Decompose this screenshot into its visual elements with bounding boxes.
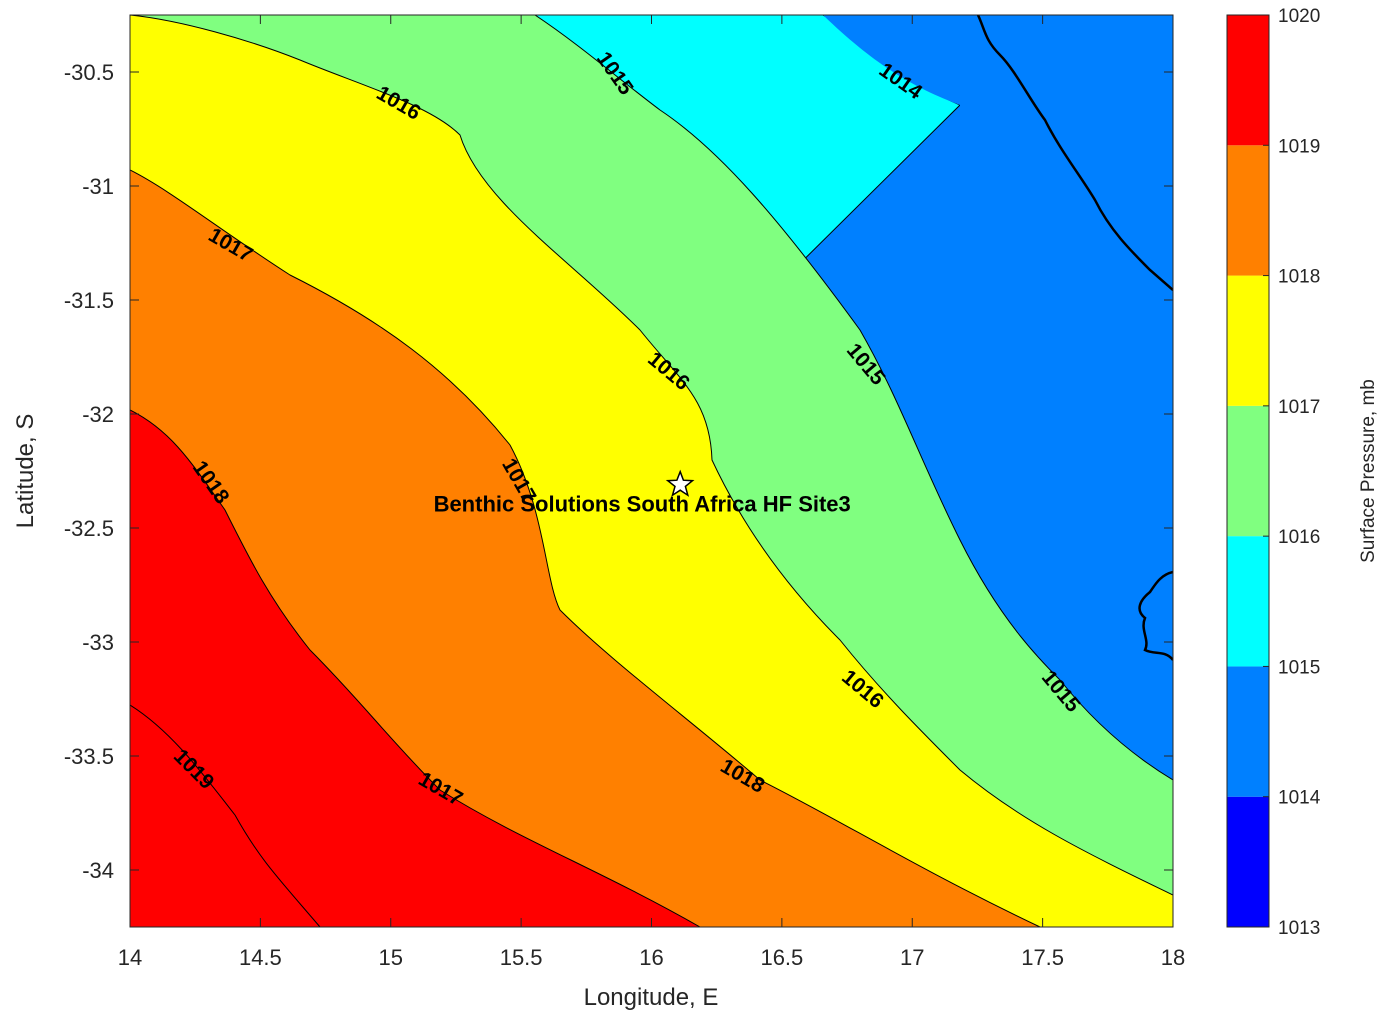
colorbar-label: Surface Pressure, mb xyxy=(1358,379,1379,563)
x-tick-label: 17.5 xyxy=(1021,945,1064,970)
band-above-1019 xyxy=(130,704,321,927)
y-axis: -30.5 -31 -31.5 -32 -32.5 -33 -33.5 -34 xyxy=(64,60,1173,883)
colorbar-frame xyxy=(1226,14,1270,928)
coastline-island xyxy=(1138,570,1173,661)
y-tick-label: -31 xyxy=(82,174,114,199)
y-tick-label: -31.5 xyxy=(64,288,114,313)
x-tick-label: 18 xyxy=(1161,945,1185,970)
y-tick-label: -34 xyxy=(82,858,114,883)
coastline-path xyxy=(976,15,1173,291)
colorbar-segment xyxy=(1227,536,1269,667)
x-tick-label: 14 xyxy=(118,945,142,970)
contour-fill-layer xyxy=(130,15,1173,927)
y-tick-label: -32 xyxy=(82,402,114,427)
x-axis: 14 14.5 15 15.5 16 16.5 17 17.5 18 xyxy=(118,15,1185,970)
colorbar-segment xyxy=(1227,405,1269,537)
colorbar: 1013 1014 1015 1016 1017 1018 1019 1020 xyxy=(1226,6,1321,939)
x-tick-label: 16 xyxy=(639,945,663,970)
x-tick-label: 15 xyxy=(379,945,403,970)
x-axis-label: Longitude, E xyxy=(584,984,719,1011)
y-tick-label: -30.5 xyxy=(64,60,114,85)
colorbar-segment xyxy=(1227,666,1269,797)
colorbar-tick-label: 1020 xyxy=(1278,6,1320,27)
colorbar-tick-label: 1014 xyxy=(1278,788,1321,809)
colorbar-tick-label: 1017 xyxy=(1278,397,1320,418)
site-label: Benthic Solutions South Africa HF Site3 xyxy=(434,492,851,517)
colorbar-tick-label: 1018 xyxy=(1278,267,1320,288)
x-tick-label: 15.5 xyxy=(500,945,543,970)
y-axis-label: Latitude, S xyxy=(12,414,39,529)
colorbar-segment xyxy=(1227,15,1269,146)
band-1019-1020 xyxy=(130,409,702,927)
site-star-marker xyxy=(665,469,695,497)
colorbar-tick-label: 1019 xyxy=(1278,136,1320,157)
colorbar-tick-label: 1016 xyxy=(1278,527,1320,548)
colorbar-tick-label: 1015 xyxy=(1278,657,1320,678)
colorbar-segment xyxy=(1227,275,1269,406)
coastline xyxy=(976,15,1173,661)
x-tick-label: 17 xyxy=(900,945,924,970)
y-tick-label: -33 xyxy=(82,630,114,655)
y-tick-label: -32.5 xyxy=(64,516,114,541)
colorbar-segment xyxy=(1227,145,1269,276)
colorbar-segment xyxy=(1227,796,1269,927)
x-tick-label: 16.5 xyxy=(760,945,803,970)
y-tick-label: -33.5 xyxy=(64,744,114,769)
x-tick-label: 14.5 xyxy=(239,945,282,970)
colorbar-tick-label: 1013 xyxy=(1278,918,1320,939)
